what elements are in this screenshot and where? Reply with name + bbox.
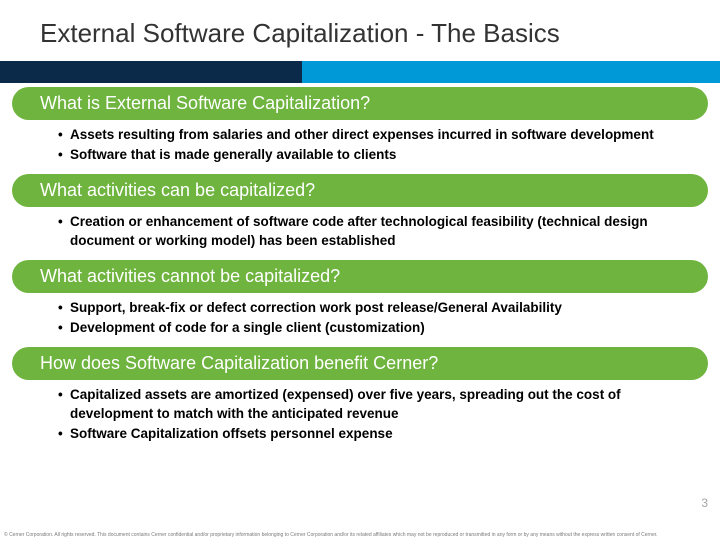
bullet-item: Software Capitalization offsets personne… <box>58 425 680 443</box>
section-bullets-3: Support, break-fix or defect correction … <box>0 295 720 343</box>
section-header-2: What activities can be capitalized? <box>12 174 708 207</box>
section-header-4: How does Software Capitalization benefit… <box>12 347 708 380</box>
section-header-1: What is External Software Capitalization… <box>12 87 708 120</box>
page-number: 3 <box>701 496 708 510</box>
section-bullets-1: Assets resulting from salaries and other… <box>0 122 720 170</box>
section-bullets-4: Capitalized assets are amortized (expens… <box>0 382 720 449</box>
bullet-item: Development of code for a single client … <box>58 319 680 337</box>
bullet-item: Assets resulting from salaries and other… <box>58 126 680 144</box>
footer-copyright: © Cerner Corporation. All rights reserve… <box>4 532 716 538</box>
section-header-3: What activities cannot be capitalized? <box>12 260 708 293</box>
bullet-item: Creation or enhancement of software code… <box>58 213 680 249</box>
bullet-item: Software that is made generally availabl… <box>58 146 680 164</box>
section-bullets-2: Creation or enhancement of software code… <box>0 209 720 255</box>
bullet-item: Capitalized assets are amortized (expens… <box>58 386 680 422</box>
bullet-item: Support, break-fix or defect correction … <box>58 299 680 317</box>
page-title: External Software Capitalization - The B… <box>0 0 720 49</box>
content-area: What is External Software Capitalization… <box>0 87 720 449</box>
accent-bar <box>0 61 720 83</box>
accent-navy-stripe <box>0 61 302 83</box>
